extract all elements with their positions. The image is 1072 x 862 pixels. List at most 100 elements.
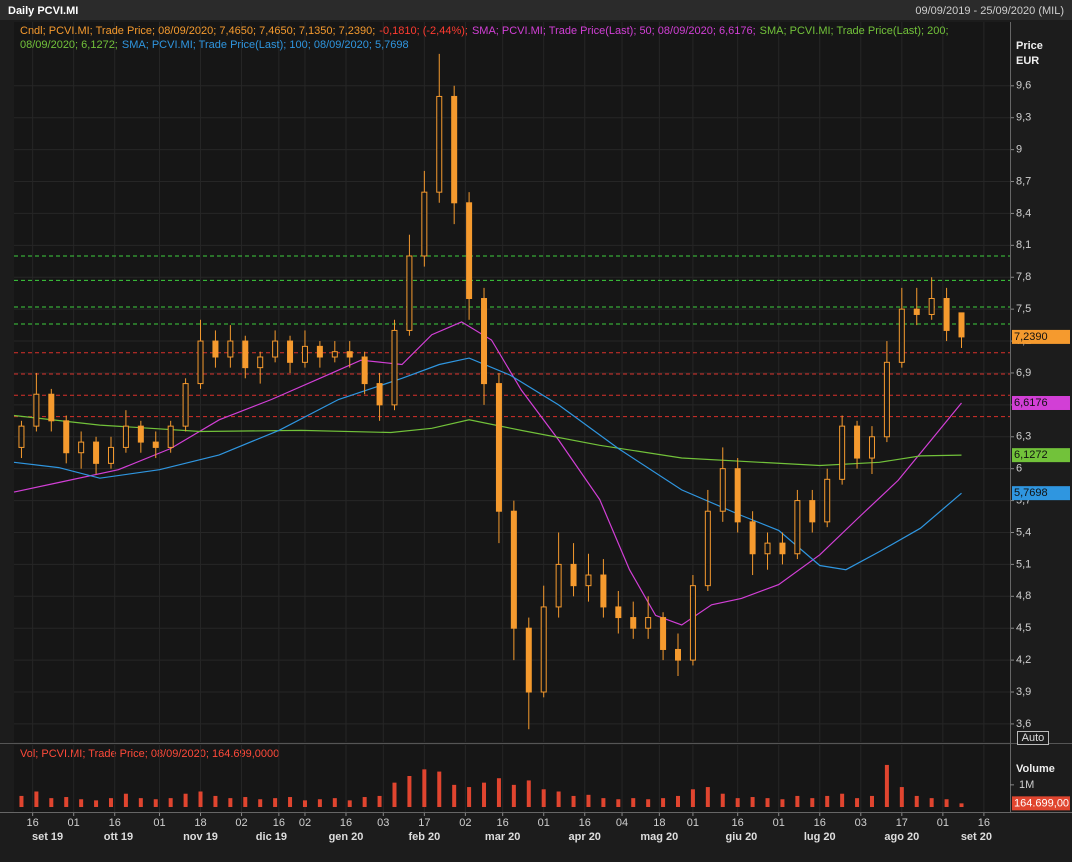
month-label: ago 20 — [884, 831, 919, 843]
x-tick-label: 16 — [579, 817, 591, 829]
volume-bar — [765, 798, 770, 807]
candle-body — [839, 425, 846, 480]
candle-body — [540, 606, 547, 693]
volume-bar — [422, 769, 427, 807]
x-tick-label: 16 — [109, 817, 121, 829]
month-label: apr 20 — [569, 831, 601, 843]
volume-bar — [243, 797, 248, 807]
x-tick-label: 04 — [616, 817, 628, 829]
volume-bar — [347, 800, 352, 807]
volume-legend: Vol; PCVI.MI; Trade Price; 08/09/2020; 1… — [20, 748, 279, 760]
candle-body — [63, 420, 70, 454]
x-tick-label: 01 — [538, 817, 550, 829]
x-tick-label: 03 — [377, 817, 389, 829]
month-label: gen 20 — [329, 831, 364, 843]
candle-body — [764, 542, 771, 555]
sma-last-label: 6,6176 — [1014, 397, 1048, 409]
y-tick-label: 6 — [1016, 463, 1022, 475]
y-tick-label: 7,5 — [1016, 303, 1031, 315]
volume-bar — [855, 798, 860, 807]
y-tick-label: 3,6 — [1016, 718, 1031, 730]
volume-bar — [482, 782, 487, 807]
x-tick-label: 18 — [194, 817, 206, 829]
volume-bar — [19, 795, 24, 807]
volume-bar — [705, 787, 710, 807]
candle-body — [466, 202, 473, 300]
auto-scale-button[interactable]: Auto — [1017, 731, 1049, 745]
volume-bar — [317, 799, 322, 807]
sma-last-label-box — [1012, 486, 1070, 501]
x-tick-label: 17 — [896, 817, 908, 829]
candle-body — [242, 340, 249, 369]
candle-body — [704, 510, 711, 587]
legend-entry: SMA; PCVI.MI; Trade Price(Last); 50; 08/… — [471, 25, 756, 37]
candle-body — [585, 574, 592, 587]
candle-body — [630, 617, 637, 629]
x-tick-label: 16 — [814, 817, 826, 829]
x-tick-label: 01 — [937, 817, 949, 829]
sma-last-label-box — [1012, 395, 1070, 410]
volume-bar — [825, 795, 830, 807]
y-tick-label: 3,9 — [1016, 686, 1031, 698]
volume-bar — [556, 791, 561, 807]
y-tick-label: 4,5 — [1016, 622, 1031, 634]
volume-bar — [407, 776, 412, 807]
y-tick-label: 9 — [1016, 144, 1022, 156]
candle-body — [48, 393, 55, 422]
x-tick-label: 03 — [855, 817, 867, 829]
volume-bar — [869, 795, 874, 807]
candle-body — [167, 425, 174, 448]
sma-line — [13, 414, 962, 467]
month-label: mar 20 — [485, 831, 520, 843]
candle-body — [660, 617, 667, 650]
candle-body — [689, 585, 696, 661]
volume-bar — [392, 782, 397, 807]
y-tick-label: 8,1 — [1016, 239, 1031, 251]
volume-bar — [720, 793, 725, 807]
candle-body — [615, 606, 622, 619]
sma-last-label: 5,7698 — [1014, 487, 1048, 499]
volume-bar — [183, 793, 188, 807]
x-tick-label: 16 — [273, 817, 285, 829]
x-tick-label: 16 — [27, 817, 39, 829]
volume-bar — [571, 795, 576, 807]
month-label: mag 20 — [640, 831, 678, 843]
x-tick-label: 01 — [773, 817, 785, 829]
y-tick-label: 6,3 — [1016, 431, 1031, 443]
month-label: set 19 — [32, 831, 63, 843]
volume-bar — [153, 799, 158, 807]
candle-body — [272, 340, 279, 358]
volume-bar — [616, 799, 621, 807]
y-tick-label: 4,8 — [1016, 590, 1031, 602]
candle-body — [421, 191, 428, 257]
volume-bar — [899, 787, 904, 807]
volume-bar — [34, 791, 39, 807]
y-tick-label: 8,4 — [1016, 207, 1031, 219]
x-tick-label: 02 — [459, 817, 471, 829]
candle-body — [719, 468, 726, 512]
y-tick-label: 4,2 — [1016, 654, 1031, 666]
month-label: giu 20 — [726, 831, 758, 843]
volume-bar — [123, 793, 128, 807]
legend-entry: Cndl; PCVI.MI; Trade Price; 08/09/2020; … — [20, 25, 376, 37]
volume-bar — [362, 797, 367, 807]
month-label: dic 19 — [256, 831, 287, 843]
title-bar — [0, 0, 1072, 20]
candle-body — [525, 627, 532, 693]
candle-body — [824, 478, 831, 523]
sma-last-label: 6,1272 — [1014, 449, 1048, 461]
candle-body — [734, 468, 741, 523]
volume-bar — [228, 798, 233, 807]
volume-bar — [914, 795, 919, 807]
volume-bar — [452, 784, 457, 807]
candle-body — [331, 351, 338, 358]
volume-last-label: 164.699,00 — [1014, 797, 1069, 809]
candle-body — [958, 312, 965, 338]
candle-body — [928, 298, 935, 315]
volume-bar — [511, 784, 516, 807]
volume-bar — [661, 798, 666, 807]
legend-entry: SMA; PCVI.MI; Trade Price(Last); 200; 08… — [20, 25, 949, 51]
candle-body — [197, 340, 204, 385]
x-tick-label: 01 — [68, 817, 80, 829]
candle-body — [510, 510, 517, 629]
